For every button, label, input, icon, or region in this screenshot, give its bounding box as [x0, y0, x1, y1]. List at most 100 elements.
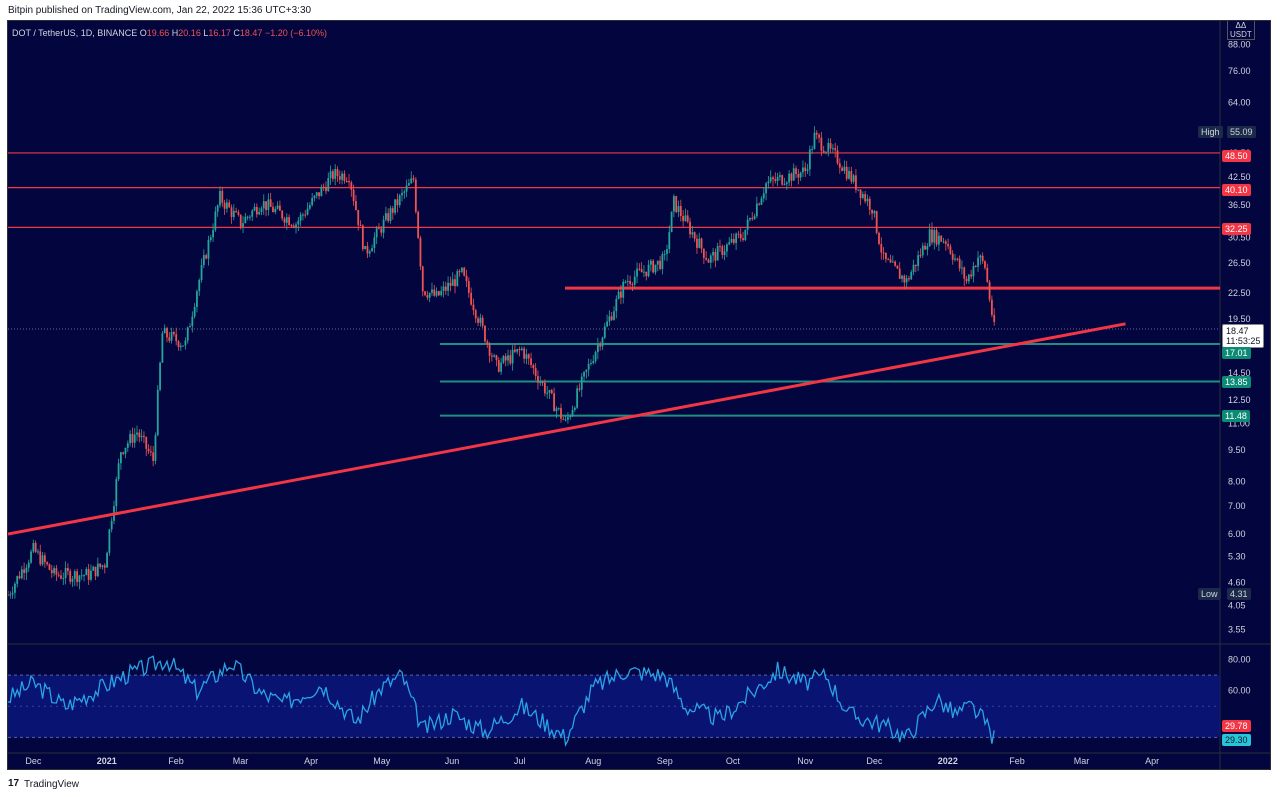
candle-body	[488, 343, 491, 356]
candle-body	[331, 171, 334, 179]
candle-body	[23, 569, 26, 573]
candle-body	[20, 569, 23, 579]
candle-body	[361, 225, 364, 250]
candle-body	[389, 208, 392, 221]
low-value: 16.17	[208, 28, 231, 38]
candle-body	[198, 279, 201, 292]
candle-body	[979, 255, 982, 258]
candle-body	[444, 286, 447, 291]
candle-body	[225, 202, 228, 209]
candle-body	[391, 208, 394, 213]
candle-body	[753, 216, 756, 219]
candle-body	[896, 265, 899, 269]
candle-body	[910, 272, 913, 280]
candle-body	[454, 279, 456, 287]
candle-body	[387, 213, 390, 221]
close-label: C	[233, 28, 240, 38]
candle-body	[511, 349, 514, 364]
candle-body	[931, 229, 933, 243]
candle-body	[758, 203, 761, 205]
candle-body	[659, 260, 661, 269]
candle-body	[585, 369, 588, 372]
price-chart[interactable]: 88.00 76.00 64.00 48.50 42.50 36.50 30.50 26.50…	[8, 21, 1271, 770]
candle-body	[161, 333, 164, 363]
candle-body	[647, 264, 650, 277]
candle-body	[836, 150, 839, 164]
candle-body	[18, 576, 21, 579]
price-tick: 42.50	[1228, 172, 1251, 182]
candle-body	[352, 189, 355, 202]
level-tag-40: 40.10	[1222, 184, 1251, 196]
candle-body	[458, 271, 461, 273]
candle-body	[25, 567, 28, 573]
candle-body	[156, 389, 159, 436]
candle-body	[281, 210, 284, 219]
candle-body	[919, 255, 922, 257]
price-tick: 3.55	[1228, 625, 1246, 635]
candle-body	[133, 434, 136, 443]
candle-body	[797, 174, 800, 178]
candle-body	[196, 291, 198, 308]
rsi-value-red: 29.78	[1222, 720, 1251, 732]
candle-body	[417, 211, 420, 238]
candle-body	[449, 282, 452, 286]
candle-body	[956, 258, 959, 260]
candle-body	[590, 363, 592, 365]
candle-body	[629, 281, 632, 285]
candle-body	[802, 167, 804, 173]
chart-frame[interactable]: 88.00 76.00 64.00 48.50 42.50 36.50 30.50 26.50…	[7, 20, 1271, 770]
candle-body	[984, 261, 986, 268]
candle-body	[163, 328, 166, 334]
currency-label[interactable]: ΔΔ USDT	[1227, 21, 1255, 40]
candle-body	[716, 246, 719, 261]
candle-body	[527, 354, 530, 359]
candle-body	[255, 206, 258, 215]
candle-body	[53, 568, 55, 574]
candle-body	[299, 214, 302, 221]
candle-body	[901, 275, 903, 279]
candle-body	[891, 261, 894, 263]
candle-body	[908, 278, 910, 280]
candle-body	[267, 199, 270, 210]
candle-body	[355, 201, 357, 210]
candle-body	[686, 215, 689, 222]
candle-body	[696, 238, 698, 248]
candle-body	[726, 244, 728, 252]
candle-body	[320, 186, 323, 197]
candle-body	[737, 233, 740, 235]
candle-body	[334, 169, 337, 179]
candle-body	[606, 321, 608, 327]
candle-body	[831, 148, 834, 150]
candle-body	[698, 238, 701, 248]
candle-body	[232, 210, 235, 218]
candle-body	[276, 205, 279, 209]
candle-body	[661, 254, 664, 269]
price-tick: 76.00	[1228, 66, 1251, 76]
candle-body	[795, 168, 797, 175]
candle-body	[186, 327, 189, 341]
time-axis-label: 2021	[97, 756, 117, 766]
candle-body	[368, 251, 371, 254]
publish-info: Bitpin published on TradingView.com, Jan…	[8, 5, 312, 16]
candle-body	[424, 291, 426, 296]
candle-body	[972, 265, 975, 277]
price-tick: 9.50	[1228, 445, 1246, 455]
candle-body	[649, 260, 652, 265]
candle-body	[781, 175, 784, 185]
candle-body	[631, 284, 634, 286]
candle-body	[935, 230, 938, 245]
candle-body	[530, 358, 532, 366]
level-value: 32.25	[1225, 224, 1248, 234]
candle-body	[636, 268, 638, 277]
candle-body	[709, 255, 712, 263]
candle-body	[394, 199, 397, 213]
candle-body	[954, 258, 956, 260]
candle-body	[401, 192, 403, 196]
candle-body	[905, 278, 908, 283]
high-tag-value: 55.09	[1230, 127, 1253, 137]
candle-body	[580, 376, 583, 390]
candle-body	[850, 171, 853, 182]
candle-body	[108, 529, 111, 553]
candle-body	[779, 175, 781, 177]
price-tick: 8.00	[1228, 477, 1246, 487]
